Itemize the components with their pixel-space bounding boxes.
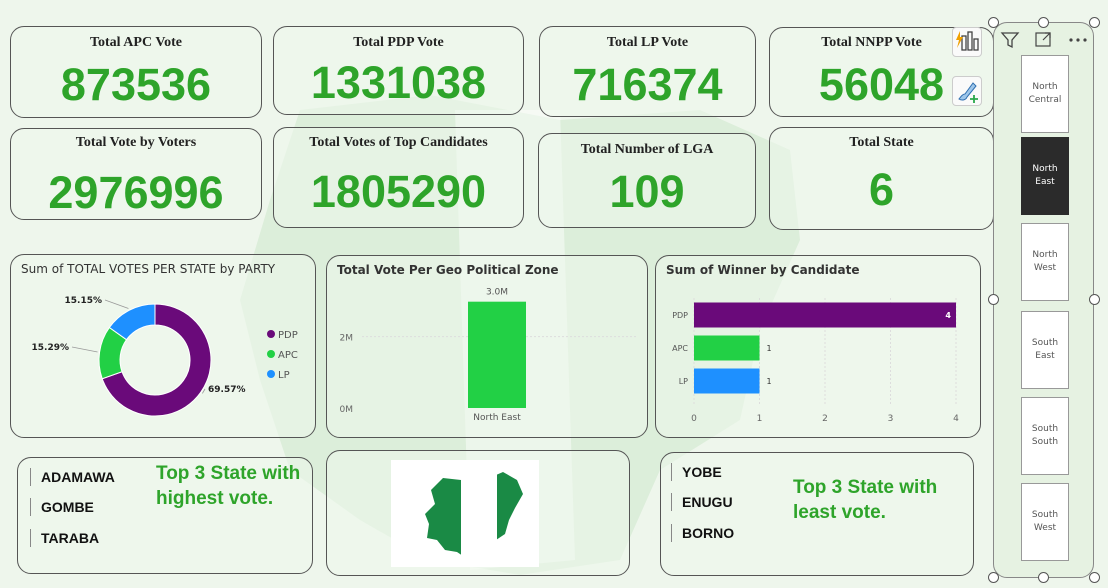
state-item[interactable]: YOBE [671,463,722,481]
legend-label: APC [278,350,298,361]
legend-label: LP [278,370,290,381]
y-tick-label: 2M [340,334,354,344]
bar-chart-lightning-icon [956,31,979,51]
legend-marker [267,370,275,378]
donut-chart-card[interactable]: Sum of TOTAL VOTES PER STATE by PARTY 69… [10,254,316,438]
leader-line [104,299,129,309]
map-card[interactable] [326,450,630,576]
kpi-value: 109 [609,166,685,217]
slicer-item-south-east[interactable]: South East [1021,311,1069,389]
resize-handle[interactable] [988,17,999,28]
nigeria-flag-map [425,472,523,560]
donut-chart: 69.57% 15.29% 15.15% PDP APC LP [32,296,298,417]
resize-handle[interactable] [1089,572,1100,583]
y-tick-label: 0M [340,405,354,415]
legend-marker [267,330,275,338]
data-label: 15.29% [32,343,70,353]
state-item[interactable]: ADAMAWA [30,468,115,486]
bar-apc [694,335,760,361]
kpi-value: 56048 [818,59,945,110]
paintbrush-plus-icon [958,82,978,103]
y-tick-label: APC [672,344,688,353]
state-item[interactable]: GOMBE [30,498,94,516]
kpi-card-apc[interactable]: Total APC Vote 873536 [10,26,262,118]
resize-handle[interactable] [1089,17,1100,28]
kpi-title: Total APC Vote [89,35,183,50]
kpi-value: 2976996 [48,167,224,218]
zone-bar-chart: 2M 0M 3.0M North East [340,288,637,423]
kpi-card-top-candidates[interactable]: Total Votes of Top Candidates 1805290 [273,127,524,228]
kpi-card-total-votes[interactable]: Total Vote by Voters 2976996 [10,128,262,220]
bar-north-east [468,301,526,408]
data-label: 1 [767,344,772,353]
top3-highest-text: Top 3 State with highest vote. [156,463,301,509]
chart-title: Sum of Winner by Candidate [666,263,860,277]
winner-chart-card[interactable]: Sum of Winner by Candidate 0 1 2 3 4 PDP 4 APC 1… [655,255,981,438]
legend-label: PDP [278,330,298,341]
resize-handle[interactable] [1089,294,1100,305]
kpi-value: 1331038 [310,57,487,108]
data-label: 69.57% [208,385,246,395]
kpi-value: 1805290 [310,166,487,217]
leader-line [202,388,206,394]
x-tick-label: 1 [757,414,763,424]
data-label: 1 [767,377,772,386]
slicer-item-north-east[interactable]: North East [1021,137,1069,215]
zone-chart-card[interactable]: Total Vote Per Geo Political Zone 2M 0M 3.… [326,255,648,438]
chart-title: Total Vote Per Geo Political Zone [337,263,559,277]
y-tick-label: PDP [672,311,688,320]
leader-line [71,346,98,353]
kpi-card-state[interactable]: Total State 6 [769,127,994,230]
kpi-value: 716374 [572,59,723,110]
kpi-title: Total Votes of Top Candidates [309,135,488,150]
kpi-card-lp[interactable]: Total LP Vote 716374 [539,26,756,117]
kpi-value: 873536 [60,59,212,110]
more-options-icon[interactable] [1067,30,1089,50]
slicer-item-south-west[interactable]: South West [1021,483,1069,561]
x-tick-label: 4 [953,414,959,424]
bar-pdp [694,302,956,328]
state-item[interactable]: BORNO [671,524,734,542]
kpi-title: Total Vote by Voters [75,135,197,150]
state-item[interactable]: ENUGU [671,493,733,511]
x-tick-label: 3 [888,414,894,424]
data-label: 15.15% [65,296,103,306]
legend-marker [267,350,275,358]
format-button[interactable] [952,76,982,106]
donut-slice-lp [108,303,156,341]
resize-handle[interactable] [1038,572,1049,583]
x-tick-label: 0 [691,414,697,424]
kpi-card-pdp[interactable]: Total PDP Vote 1331038 [273,26,524,115]
kpi-title: Total PDP Vote [353,35,444,50]
top3-least-text: Top 3 State with least vote. [793,477,938,523]
kpi-title: Total State [849,135,914,150]
top3-least-card[interactable]: YOBE ENUGU BORNO Top 3 State with least … [660,452,974,576]
kpi-card-lga[interactable]: Total Number of LGA 109 [538,133,756,228]
slicer-item-north-west[interactable]: North West [1021,223,1069,301]
resize-handle[interactable] [988,572,999,583]
y-tick-label: LP [679,377,688,386]
winner-bar-chart: 0 1 2 3 4 PDP 4 APC 1 LP 1 [672,298,959,424]
x-tick-label: North East [473,413,521,423]
state-item[interactable]: TARABA [30,529,99,547]
x-tick-label: 2 [822,414,828,424]
kpi-title: Total LP Vote [606,35,689,50]
filter-icon[interactable] [1000,30,1020,50]
kpi-value: 6 [868,164,895,215]
top3-highest-card[interactable]: ADAMAWA GOMBE TARABA Top 3 State with hi… [17,457,313,574]
quick-insights-button[interactable] [952,27,982,57]
focus-mode-icon[interactable] [1034,30,1054,50]
resize-handle[interactable] [988,294,999,305]
chart-title: Sum of TOTAL VOTES PER STATE by PARTY [21,262,276,276]
kpi-title: Total NNPP Vote [821,35,922,50]
donut-slice-pdp [101,303,212,417]
slicer-item-north-central[interactable]: North Central [1021,55,1069,133]
geo-zone-slicer[interactable]: North Central North East North West Sout… [993,22,1094,578]
resize-handle[interactable] [1038,17,1049,28]
kpi-title: Total Number of LGA [580,142,714,157]
data-label: 3.0M [486,288,508,298]
data-label: 4 [945,311,951,320]
bar-lp [694,368,760,394]
slicer-item-south-south[interactable]: South South [1021,397,1069,475]
